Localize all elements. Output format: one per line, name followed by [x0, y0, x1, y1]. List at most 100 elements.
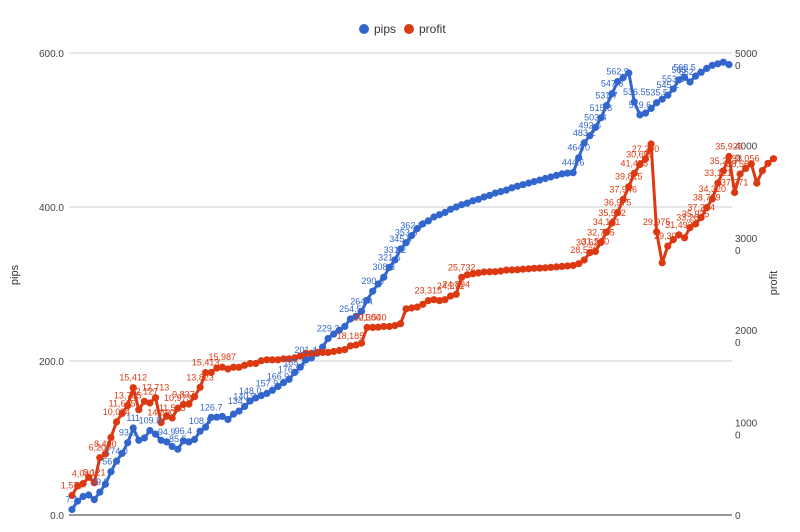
point-pips: [385, 263, 393, 271]
data-label-pips: 174.0: [105, 446, 128, 456]
point-profit: [486, 268, 494, 276]
point-profit: [268, 356, 276, 364]
point-pips: [241, 402, 249, 411]
y-left-tick-label: 600.0: [39, 49, 64, 60]
point-pips: [653, 99, 661, 107]
data-label-profit: 38,799: [693, 193, 721, 203]
point-pips: [252, 394, 260, 402]
point-pips: [458, 201, 466, 209]
data-label-profit: 28,529: [570, 245, 598, 255]
data-label-pips: 535.5: [645, 88, 668, 98]
point-pips: [341, 322, 349, 330]
point-pips: [151, 430, 160, 438]
point-profit: [263, 356, 271, 364]
y-left-tick-label: 200.0: [39, 357, 64, 368]
point-pips: [575, 154, 583, 162]
data-label-pips: 545.2: [657, 80, 680, 90]
data-label-pips: 464.0: [567, 143, 590, 153]
point-pips: [630, 98, 638, 106]
data-label-pips: 94.9: [158, 427, 176, 437]
point-pips: [563, 169, 572, 177]
point-profit: [291, 354, 299, 362]
point-pips: [346, 315, 354, 323]
point-pips: [85, 491, 93, 499]
data-label-profit: 15,412: [119, 373, 147, 383]
point-profit: [124, 401, 132, 410]
point-pips: [530, 178, 538, 186]
data-label-pips: 134.9: [228, 396, 251, 406]
data-label-profit: 5,121: [83, 468, 106, 478]
point-pips: [452, 203, 460, 211]
point-pips: [474, 195, 482, 203]
data-label-pips: 29.8: [91, 477, 109, 487]
point-profit: [202, 369, 210, 377]
point-profit: [563, 262, 572, 270]
point-pips: [619, 74, 627, 82]
point-profit: [658, 259, 666, 267]
y-axis-right-ticks: 0 1000 0 2000 0 3000 0 4000 0 5000 0: [735, 49, 758, 522]
point-profit: [274, 356, 282, 364]
point-pips: [641, 109, 650, 117]
data-label-pips: 531.7: [595, 91, 618, 101]
point-profit: [107, 433, 115, 441]
point-profit: [413, 303, 421, 311]
point-profit: [246, 359, 254, 368]
point-pips: [369, 287, 377, 295]
legend-label-profit: profit: [419, 22, 446, 36]
data-label-profit: 35,928: [715, 142, 743, 152]
data-label-profit: 20,300: [353, 312, 381, 322]
data-label-profit: 25,732: [448, 262, 476, 272]
data-label-profit: 31,580: [582, 236, 610, 246]
data-label-pips: 148.0: [239, 386, 262, 396]
point-pips: [302, 356, 310, 364]
data-label-profit: 37,946: [609, 185, 637, 195]
point-profit: [731, 188, 739, 197]
point-profit: [580, 256, 588, 264]
data-label-profit: 34,151: [593, 217, 621, 227]
point-profit: [74, 482, 82, 490]
data-label-profit: 32,735: [587, 227, 615, 237]
point-pips: [703, 64, 711, 72]
point-pips: [547, 173, 555, 181]
point-pips: [112, 457, 121, 465]
legend-item-pips[interactable]: pips: [359, 22, 396, 36]
point-pips: [168, 442, 176, 451]
legend-item-profit[interactable]: profit: [404, 22, 446, 36]
point-pips: [196, 427, 204, 435]
data-label-pips: 56.2: [102, 457, 120, 467]
data-label-profit: 18,185: [337, 331, 365, 341]
point-profit: [357, 339, 366, 347]
data-label-pips: 362.9: [400, 221, 423, 231]
point-profit: [174, 404, 182, 412]
point-pips: [591, 123, 600, 131]
point-pips: [179, 437, 187, 445]
legend[interactable]: pips profit: [359, 22, 446, 36]
data-label-pips: 331.2: [384, 245, 407, 255]
data-label-pips: 254.5: [339, 304, 362, 314]
data-label-pips: 157.9: [256, 378, 279, 388]
point-pips: [235, 407, 243, 415]
point-pips: [124, 439, 132, 447]
point-pips: [447, 205, 455, 213]
point-pips: [725, 61, 733, 69]
point-profit: [408, 304, 416, 312]
data-label-pips: 515.8: [590, 103, 613, 113]
point-profit: [491, 268, 499, 276]
point-profit: [753, 179, 761, 187]
point-profit: [346, 342, 354, 350]
data-label-profit: 4,040: [72, 469, 95, 479]
point-profit: [135, 406, 143, 414]
data-label-pips: 229.2: [317, 324, 340, 334]
data-label-profit: 27,290: [632, 144, 660, 154]
point-profit: [586, 249, 594, 257]
data-label-profit: 38,056: [732, 153, 760, 163]
point-pips: [419, 220, 427, 228]
data-label-profit: 1,570: [61, 481, 84, 491]
point-profit: [602, 228, 611, 236]
point-profit: [764, 159, 772, 167]
point-profit: [402, 305, 410, 313]
data-label-pips: 7.1: [66, 495, 79, 505]
